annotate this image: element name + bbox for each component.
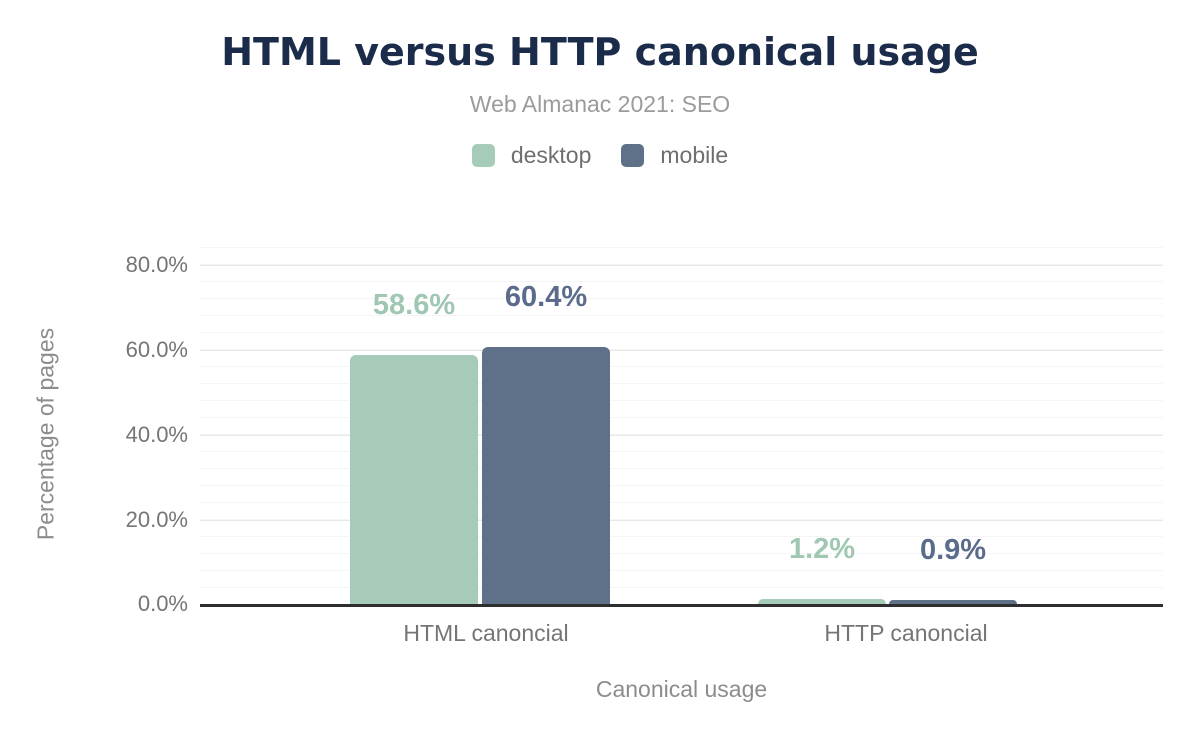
bar-desktop-html-canonical[interactable] (350, 355, 478, 604)
bar-value-desktop-http: 1.2% (788, 533, 856, 565)
x-axis-title: Canonical usage (595, 676, 768, 702)
bar-desktop-http-canonical[interactable] (758, 599, 886, 604)
category-label-http-canonical: HTTP canoncial (824, 620, 988, 646)
legend-item-desktop[interactable]: desktop (471, 142, 592, 169)
plot-area: 58.6% 60.4% 1.2% 0.9% (200, 247, 1163, 607)
y-tick-label-40: 40.0% (125, 422, 188, 447)
y-tick-label-0: 0.0% (137, 591, 188, 616)
bar-mobile-http-canonical[interactable] (889, 600, 1017, 604)
y-tick-label-60: 60.0% (125, 337, 188, 362)
gridline-60 (200, 350, 1163, 351)
gridline-20 (200, 520, 1163, 521)
chart-subtitle: Web Almanac 2021: SEO (469, 91, 731, 117)
gridline-80 (200, 265, 1163, 266)
gridline-40 (200, 435, 1163, 436)
y-tick-label-20: 20.0% (125, 507, 188, 532)
bar-value-mobile-html: 60.4% (504, 281, 588, 313)
category-label-html-canonical: HTML canoncial (403, 620, 569, 646)
y-axis-title: Percentage of pages (32, 327, 59, 541)
x-axis-baseline (200, 604, 1163, 607)
bar-mobile-html-canonical[interactable] (482, 347, 610, 604)
legend-swatch-mobile-icon (621, 144, 645, 167)
legend-item-mobile[interactable]: mobile (621, 142, 728, 169)
y-tick-label-80: 80.0% (125, 252, 188, 277)
legend: desktop mobile (0, 142, 1200, 169)
legend-label-mobile: mobile (660, 142, 729, 168)
bar-value-mobile-http: 0.9% (919, 534, 987, 566)
legend-swatch-desktop-icon (471, 144, 495, 167)
bar-value-desktop-html: 58.6% (372, 289, 456, 321)
chart-title: HTML versus HTTP canonical usage (221, 30, 979, 74)
legend-label-desktop: desktop (510, 142, 592, 168)
